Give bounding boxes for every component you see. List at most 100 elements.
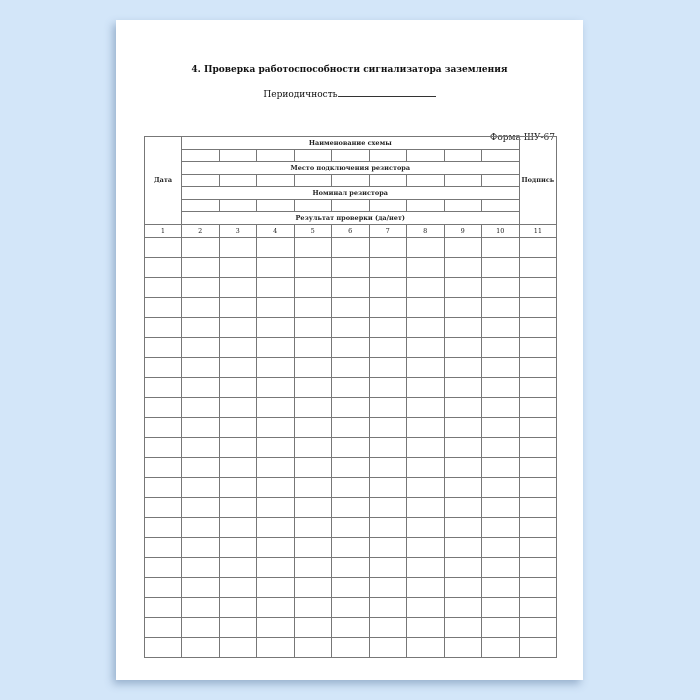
table-cell[interactable] xyxy=(181,476,220,498)
table-cell[interactable] xyxy=(181,316,220,338)
table-cell[interactable] xyxy=(406,356,445,378)
table-cell[interactable] xyxy=(406,576,445,598)
table-cell[interactable] xyxy=(181,336,220,358)
table-cell[interactable] xyxy=(181,636,220,658)
table-cell[interactable] xyxy=(218,636,257,658)
table-cell[interactable] xyxy=(518,316,558,338)
table-cell[interactable] xyxy=(406,336,445,358)
table-cell[interactable] xyxy=(368,476,407,498)
table-cell[interactable] xyxy=(481,256,520,278)
header-blank-cell[interactable] xyxy=(181,148,220,162)
table-cell[interactable] xyxy=(443,596,482,618)
table-cell[interactable] xyxy=(293,316,332,338)
table-cell[interactable] xyxy=(218,416,257,438)
table-cell[interactable] xyxy=(368,236,407,258)
table-cell[interactable] xyxy=(144,396,182,418)
table-cell[interactable] xyxy=(256,256,295,278)
table-cell[interactable] xyxy=(144,436,182,458)
table-cell[interactable] xyxy=(368,636,407,658)
table-cell[interactable] xyxy=(331,336,370,358)
table-cell[interactable] xyxy=(331,536,370,558)
table-cell[interactable] xyxy=(293,456,332,478)
table-cell[interactable] xyxy=(518,376,558,398)
table-cell[interactable] xyxy=(293,356,332,378)
header-blank-cell[interactable] xyxy=(293,198,332,212)
table-cell[interactable] xyxy=(443,396,482,418)
table-cell[interactable] xyxy=(218,236,257,258)
header-blank-cell[interactable] xyxy=(256,148,295,162)
table-cell[interactable] xyxy=(368,296,407,318)
table-cell[interactable] xyxy=(144,556,182,578)
header-blank-cell[interactable] xyxy=(481,148,520,162)
table-cell[interactable] xyxy=(331,356,370,378)
table-cell[interactable] xyxy=(218,496,257,518)
table-cell[interactable] xyxy=(181,236,220,258)
table-cell[interactable] xyxy=(518,276,558,298)
table-cell[interactable] xyxy=(293,516,332,538)
table-cell[interactable] xyxy=(406,616,445,638)
table-cell[interactable] xyxy=(181,516,220,538)
table-cell[interactable] xyxy=(181,496,220,518)
table-cell[interactable] xyxy=(256,416,295,438)
table-cell[interactable] xyxy=(144,316,182,338)
table-cell[interactable] xyxy=(256,496,295,518)
table-cell[interactable] xyxy=(293,496,332,518)
table-cell[interactable] xyxy=(406,636,445,658)
table-cell[interactable] xyxy=(181,256,220,278)
table-cell[interactable] xyxy=(256,456,295,478)
table-cell[interactable] xyxy=(368,396,407,418)
table-cell[interactable] xyxy=(481,316,520,338)
table-cell[interactable] xyxy=(368,436,407,458)
table-cell[interactable] xyxy=(406,376,445,398)
table-cell[interactable] xyxy=(218,516,257,538)
table-cell[interactable] xyxy=(518,396,558,418)
table-cell[interactable] xyxy=(181,556,220,578)
table-cell[interactable] xyxy=(406,596,445,618)
table-cell[interactable] xyxy=(518,536,558,558)
table-cell[interactable] xyxy=(406,436,445,458)
header-blank-cell[interactable] xyxy=(181,198,220,212)
table-cell[interactable] xyxy=(368,596,407,618)
table-cell[interactable] xyxy=(144,256,182,278)
table-cell[interactable] xyxy=(256,596,295,618)
table-cell[interactable] xyxy=(293,296,332,318)
table-cell[interactable] xyxy=(406,296,445,318)
table-cell[interactable] xyxy=(406,276,445,298)
table-cell[interactable] xyxy=(443,296,482,318)
table-cell[interactable] xyxy=(368,516,407,538)
table-cell[interactable] xyxy=(144,456,182,478)
table-cell[interactable] xyxy=(368,336,407,358)
table-cell[interactable] xyxy=(443,416,482,438)
table-cell[interactable] xyxy=(518,596,558,618)
table-cell[interactable] xyxy=(518,556,558,578)
table-cell[interactable] xyxy=(144,476,182,498)
table-cell[interactable] xyxy=(256,536,295,558)
table-cell[interactable] xyxy=(331,376,370,398)
table-cell[interactable] xyxy=(331,456,370,478)
table-cell[interactable] xyxy=(368,456,407,478)
table-cell[interactable] xyxy=(181,596,220,618)
table-cell[interactable] xyxy=(293,436,332,458)
table-cell[interactable] xyxy=(331,416,370,438)
table-cell[interactable] xyxy=(481,396,520,418)
header-blank-cell[interactable] xyxy=(368,198,407,212)
table-cell[interactable] xyxy=(144,276,182,298)
table-cell[interactable] xyxy=(406,316,445,338)
table-cell[interactable] xyxy=(144,516,182,538)
table-cell[interactable] xyxy=(443,316,482,338)
table-cell[interactable] xyxy=(443,476,482,498)
table-cell[interactable] xyxy=(218,536,257,558)
table-cell[interactable] xyxy=(293,416,332,438)
table-cell[interactable] xyxy=(331,316,370,338)
table-cell[interactable] xyxy=(218,256,257,278)
table-cell[interactable] xyxy=(218,616,257,638)
table-cell[interactable] xyxy=(256,556,295,578)
table-cell[interactable] xyxy=(481,636,520,658)
table-cell[interactable] xyxy=(481,236,520,258)
table-cell[interactable] xyxy=(181,356,220,378)
header-blank-cell[interactable] xyxy=(218,148,257,162)
table-cell[interactable] xyxy=(406,496,445,518)
table-cell[interactable] xyxy=(331,616,370,638)
table-cell[interactable] xyxy=(256,276,295,298)
table-cell[interactable] xyxy=(443,236,482,258)
